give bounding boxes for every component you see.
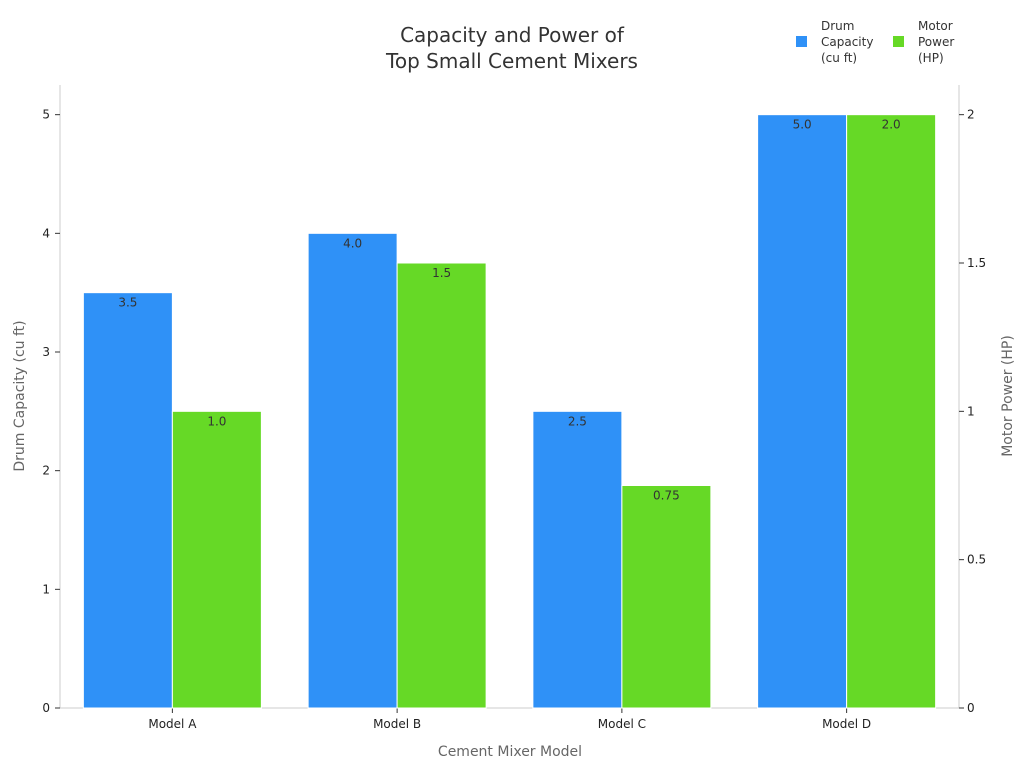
legend-label-line: (cu ft): [821, 51, 857, 65]
x-axis-label: Cement Mixer Model: [438, 744, 582, 760]
y-left-tick-label: 2: [42, 464, 50, 478]
legend-label-line: Capacity: [821, 35, 873, 49]
y-axis-right-label: Motor Power (HP): [1000, 335, 1016, 457]
bar: [171, 410, 262, 709]
legend-entry: Drum Capacity (cu ft): [796, 19, 873, 65]
y-left-tick-label: 1: [42, 582, 50, 596]
x-tick-label: Model C: [598, 717, 646, 731]
legend-entry: Motor Power (HP): [893, 19, 954, 65]
bar: [846, 114, 937, 709]
y-right-tick-label: 1: [967, 404, 975, 418]
bar: [307, 232, 398, 709]
chart-title-line-2: Top Small Cement Mixers: [385, 49, 638, 73]
y-left-tick-label: 0: [42, 701, 50, 715]
bar-value-label: 2.5: [568, 414, 587, 428]
legend-label: Drum Capacity (cu ft): [821, 19, 873, 65]
bar: [82, 292, 173, 709]
legend-label: Motor Power (HP): [918, 19, 954, 65]
bar: [532, 410, 623, 709]
legend-swatch: [796, 36, 807, 47]
y-left-tick-label: 5: [42, 108, 50, 122]
y-left-tick-label: 3: [42, 345, 50, 359]
x-tick-label: Model A: [148, 717, 197, 731]
chart-title: Capacity and Power of Top Small Cement M…: [385, 23, 638, 73]
legend-label-line: (HP): [918, 51, 944, 65]
bar: [621, 485, 712, 709]
bar-value-label: 0.75: [653, 489, 680, 503]
bar-value-label: 4.0: [343, 236, 362, 250]
y-right-tick-label: 1.5: [967, 256, 986, 270]
y-right-tick-label: 2: [967, 108, 975, 122]
x-tick-label: Model B: [373, 717, 421, 731]
y-right-tick-label: 0.5: [967, 553, 986, 567]
legend-label-line: Power: [918, 35, 954, 49]
y-right-tick-label: 0: [967, 701, 975, 715]
bar-value-label: 2.0: [882, 118, 901, 132]
x-tick-label: Model D: [822, 717, 871, 731]
bar-value-label: 5.0: [793, 118, 812, 132]
legend-label-line: Drum: [821, 19, 854, 33]
bars: [82, 114, 937, 709]
bar-value-label: 1.0: [207, 414, 226, 428]
legend-label-line: Motor: [918, 19, 953, 33]
legend-swatch: [893, 36, 904, 47]
chart-title-line-1: Capacity and Power of: [400, 23, 625, 47]
y-left-tick-label: 4: [42, 226, 50, 240]
data-labels: 3.5 1.0 4.0 1.5 2.5 0.75 5.0 2.0: [118, 118, 900, 503]
bar: [757, 114, 848, 709]
bar: [396, 262, 487, 709]
legend: Drum Capacity (cu ft) Motor Power (HP): [796, 19, 954, 65]
y-axis-left-label: Drum Capacity (cu ft): [12, 320, 28, 471]
bar-value-label: 3.5: [118, 296, 137, 310]
bar-value-label: 1.5: [432, 266, 451, 280]
